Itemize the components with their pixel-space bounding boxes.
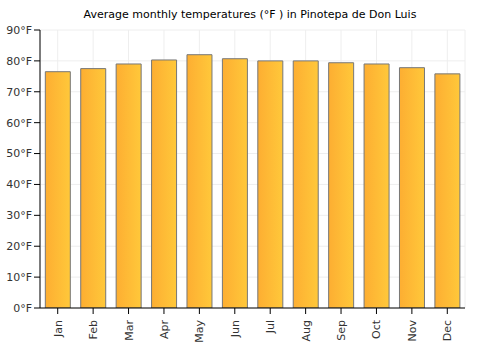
svg-text:Jan: Jan (52, 320, 65, 338)
svg-text:Dec: Dec (441, 320, 454, 341)
svg-text:Nov: Nov (406, 320, 419, 342)
svg-text:10°F: 10°F (8, 271, 32, 284)
svg-text:Jul: Jul (264, 320, 277, 334)
svg-text:40°F: 40°F (8, 178, 32, 191)
svg-text:Jun: Jun (229, 320, 242, 338)
svg-text:60°F: 60°F (8, 117, 32, 130)
svg-text:Feb: Feb (87, 320, 100, 339)
svg-text:0°F: 0°F (13, 302, 32, 315)
svg-text:Apr: Apr (158, 320, 171, 340)
svg-text:90°F: 90°F (8, 24, 32, 37)
svg-text:Oct: Oct (370, 319, 383, 339)
svg-text:70°F: 70°F (8, 86, 32, 99)
svg-text:Mar: Mar (123, 320, 136, 341)
svg-text:May: May (193, 320, 206, 343)
svg-text:Aug: Aug (300, 320, 313, 341)
svg-text:30°F: 30°F (8, 209, 32, 222)
svg-text:Sep: Sep (335, 320, 348, 341)
svg-text:50°F: 50°F (8, 147, 32, 160)
svg-text:80°F: 80°F (8, 55, 32, 68)
html-text:Average monthly temperatures (: Average monthly temperatures (°F ) in Pi… (83, 8, 417, 21)
svg-text:20°F: 20°F (8, 240, 32, 253)
